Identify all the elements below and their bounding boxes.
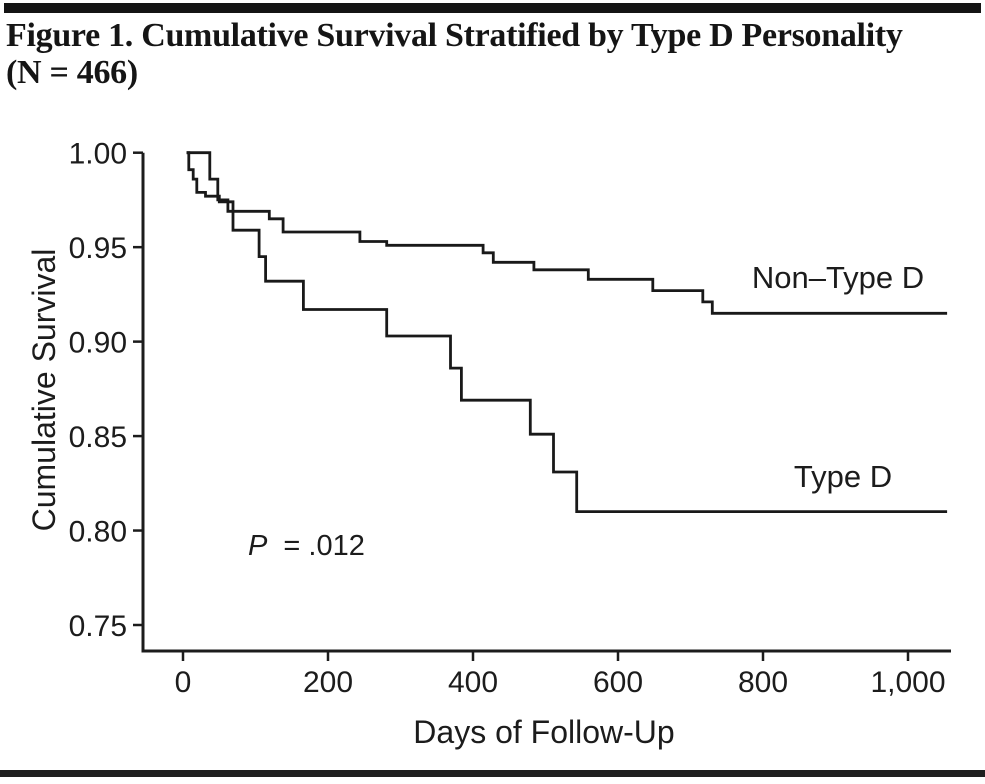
x-tick-label: 800 — [738, 666, 788, 699]
y-tick-label: 1.00 — [69, 138, 127, 171]
bottom-rule — [0, 770, 985, 777]
y-tick-label: 0.80 — [69, 516, 127, 549]
y-axis-title: Cumulative Survival — [26, 249, 62, 532]
axes — [141, 152, 951, 653]
top-rule — [4, 3, 981, 13]
figure-title-line-2: (N = 466) — [6, 53, 138, 91]
type-d-curve — [186, 151, 948, 513]
y-tick-label: 0.85 — [69, 421, 127, 454]
non-type-d-curve — [186, 151, 948, 315]
series-label-type-d: Type D — [794, 459, 892, 494]
x-tick-label: 600 — [593, 666, 643, 699]
x-axis-title: Days of Follow-Up — [413, 714, 674, 750]
y-tick-label: 0.90 — [69, 327, 127, 360]
x-tick-label: 400 — [448, 666, 498, 699]
axis-frame — [141, 152, 951, 653]
figure-title: Figure 1. Cumulative Survival Stratified… — [6, 17, 981, 91]
p-value-symbol: P — [248, 530, 268, 562]
x-tick-label: 1,000 — [870, 666, 945, 699]
figure-title-line-1: Figure 1. Cumulative Survival Stratified… — [6, 17, 903, 54]
survival-curves — [186, 151, 948, 513]
axis-ticks: 1.00 0.95 0.90 0.85 0.80 0.75 0 200 400 600 800 1,0… — [69, 138, 946, 699]
x-tick-label: 0 — [175, 666, 192, 699]
p-value-annotation: P = .012 — [248, 530, 365, 562]
p-value-text: = .012 — [283, 530, 364, 562]
x-tick-label: 200 — [303, 666, 353, 699]
y-tick-label: 0.75 — [69, 610, 127, 643]
y-tick-label: 0.95 — [69, 232, 127, 265]
series-label-non-type-d: Non–Type D — [752, 260, 924, 295]
